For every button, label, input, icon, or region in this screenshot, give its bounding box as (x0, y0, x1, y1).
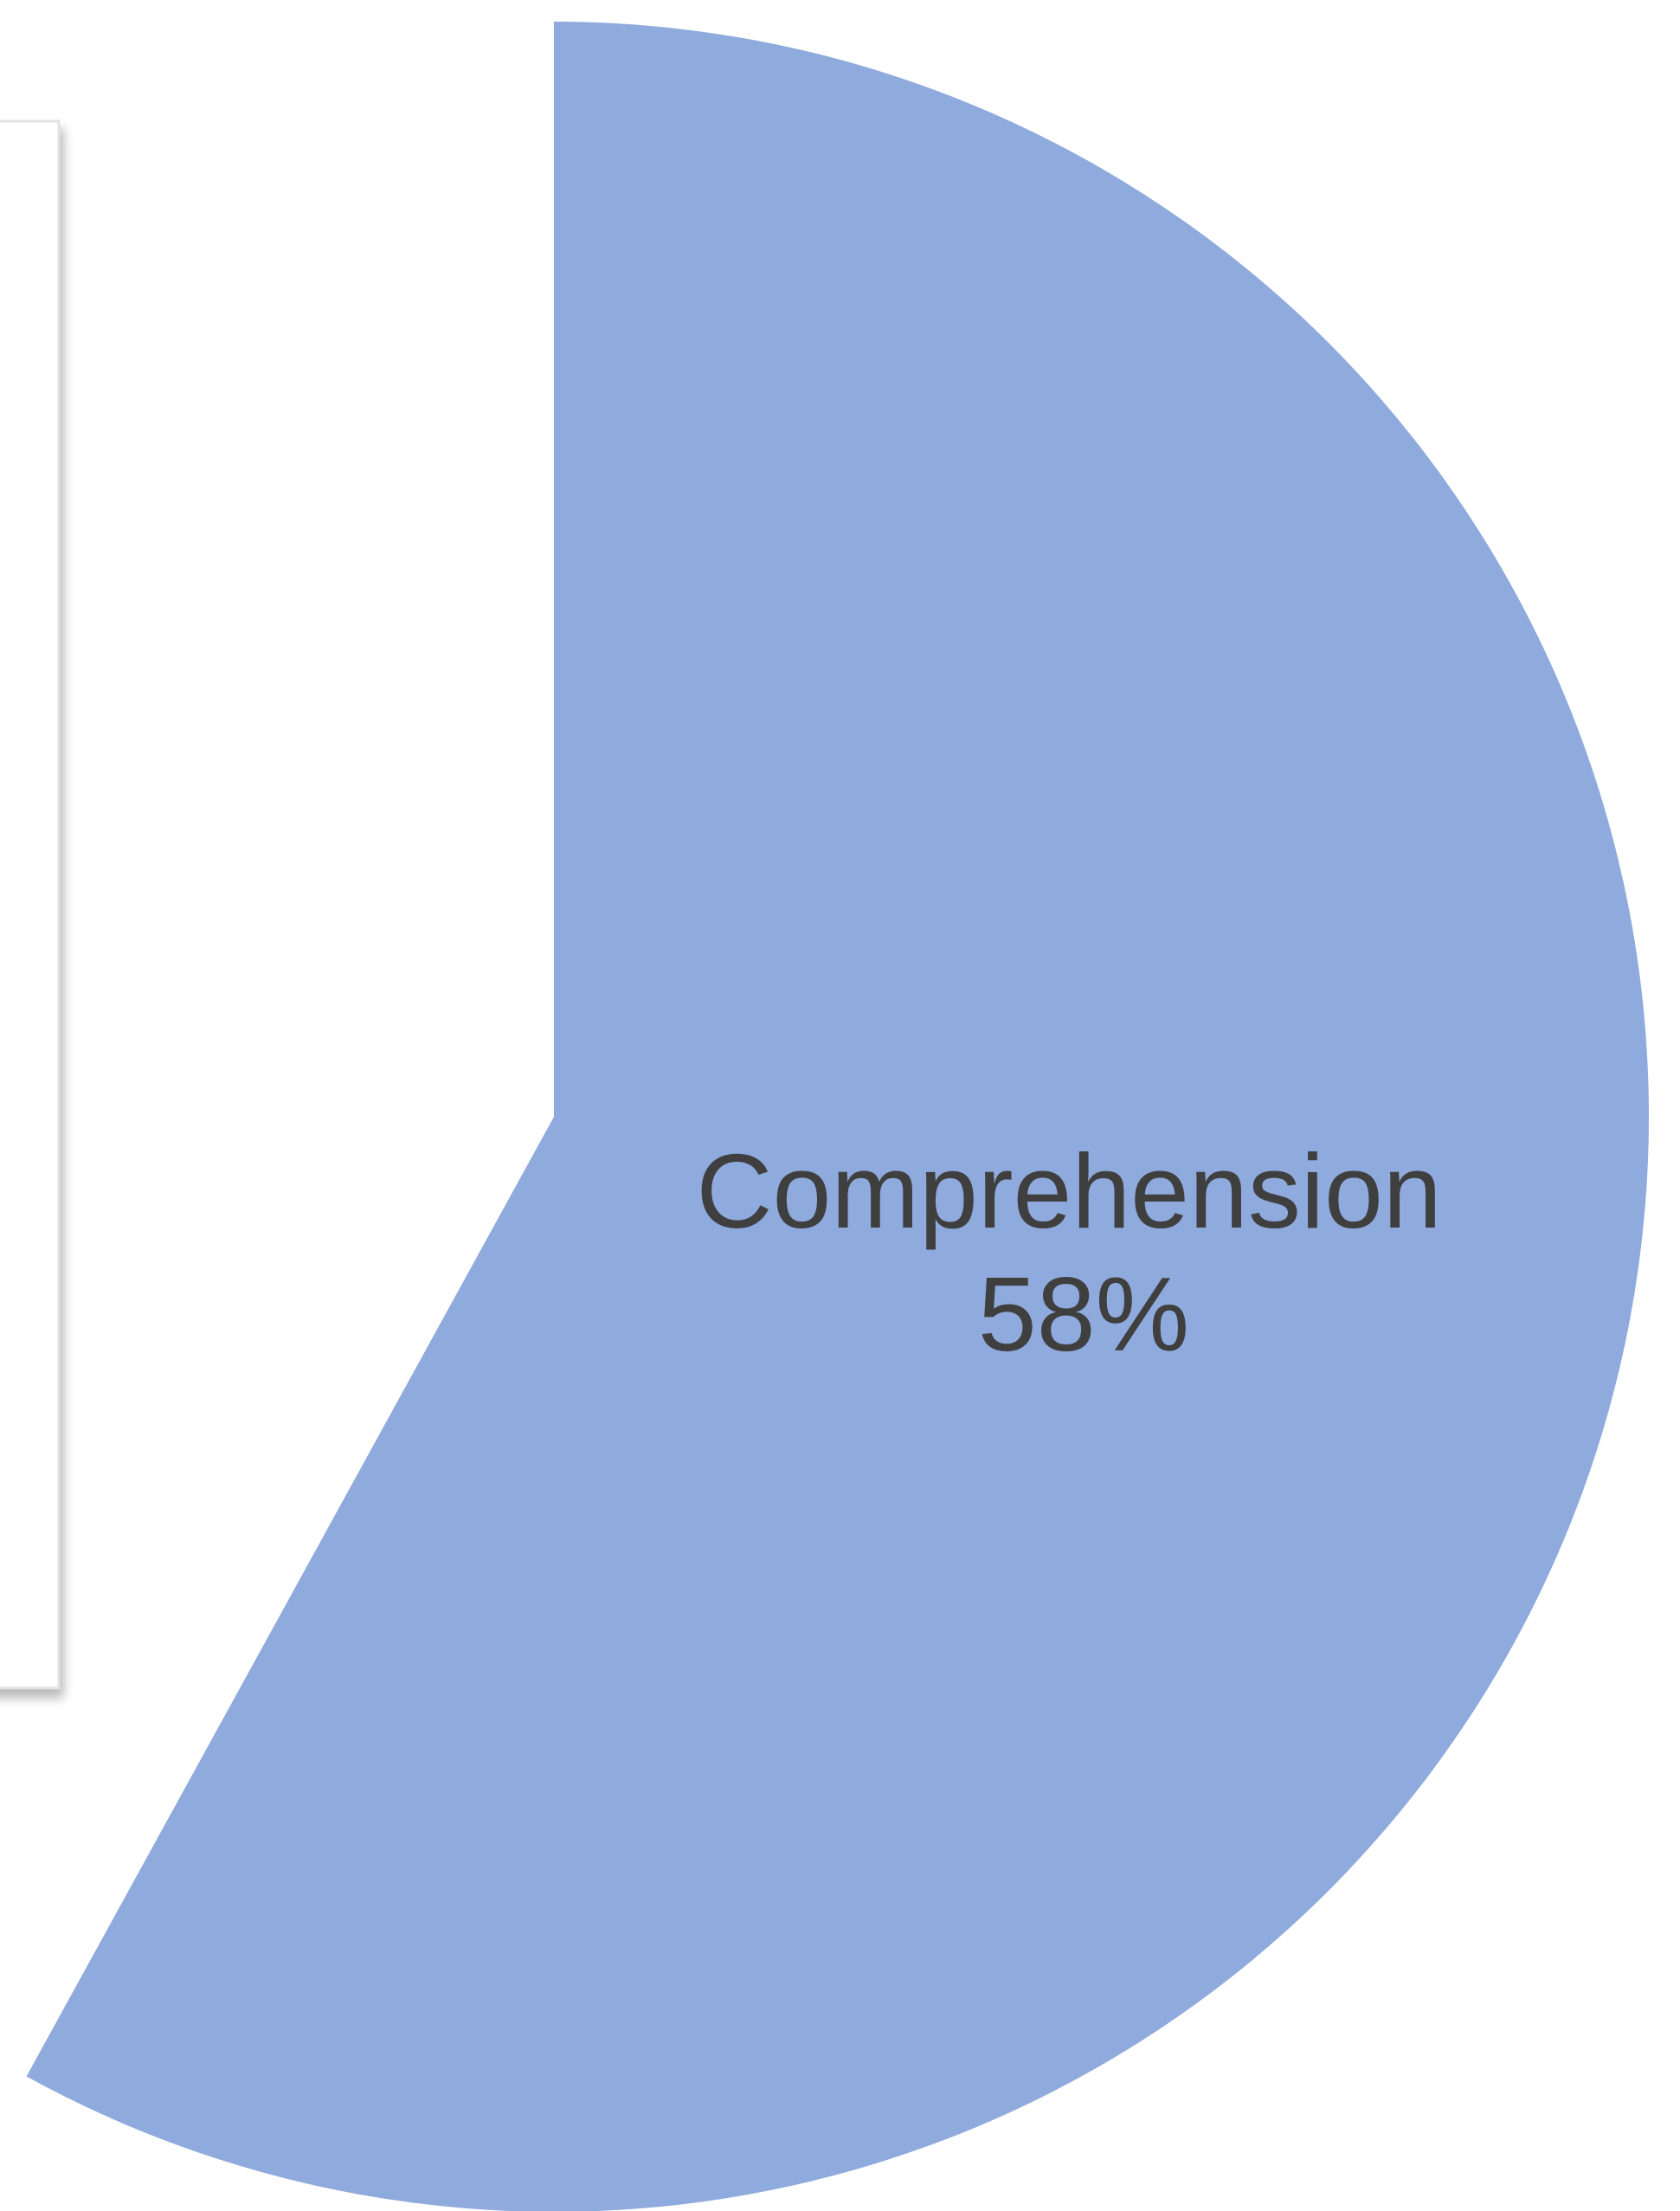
pie-slices (26, 22, 1649, 2211)
pie-slice-comprehension (26, 22, 1649, 2211)
left-panel-box (0, 119, 61, 1690)
slice-label-name: Comprehension (696, 1132, 1441, 1250)
slice-label-comprehension: Comprehension 58% (696, 1132, 1471, 1373)
left-panel (0, 119, 61, 1690)
slice-label-value: 58% (978, 1255, 1189, 1373)
